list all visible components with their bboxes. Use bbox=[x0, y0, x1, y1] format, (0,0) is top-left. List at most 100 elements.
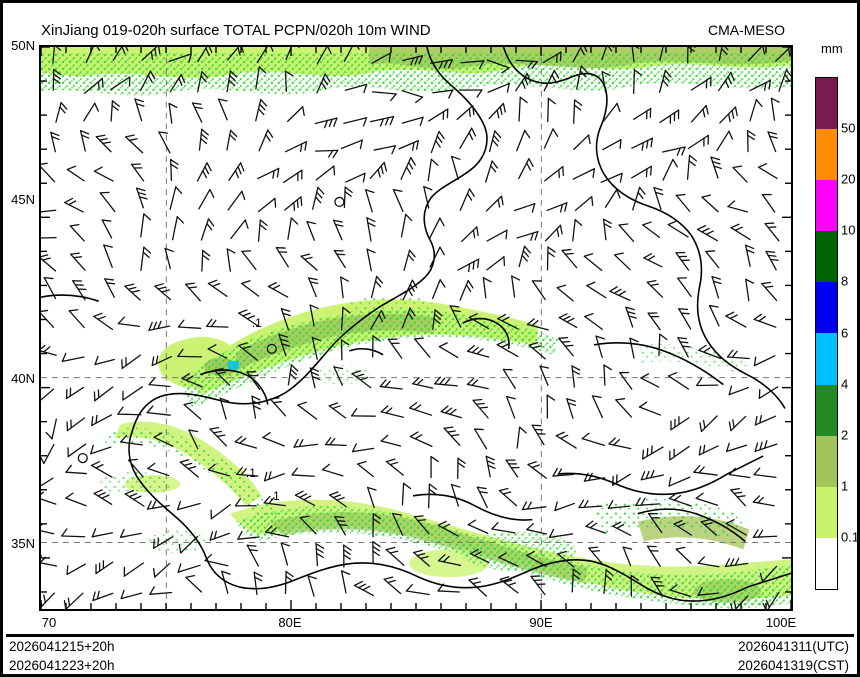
wind-barb-feather bbox=[328, 402, 339, 407]
colorbar-band-2-4 bbox=[816, 384, 837, 436]
wind-barb-feather bbox=[43, 277, 54, 280]
wind-barb bbox=[280, 308, 290, 331]
wind-barb bbox=[434, 383, 459, 387]
wind-barb bbox=[340, 139, 363, 150]
wind-barb bbox=[482, 277, 487, 299]
wind-barb bbox=[68, 310, 85, 329]
wind-barb-feather bbox=[155, 355, 159, 365]
wind-barb bbox=[603, 364, 606, 386]
wind-barb-feather bbox=[289, 373, 297, 380]
wind-barb-feather bbox=[362, 585, 371, 591]
wind-barb-feather bbox=[638, 186, 646, 195]
wind-barb bbox=[752, 535, 778, 538]
wind-barb bbox=[431, 279, 441, 300]
wind-barb bbox=[557, 553, 575, 568]
wind-barb bbox=[226, 248, 231, 272]
wind-barb bbox=[146, 504, 170, 510]
wind-barb bbox=[753, 474, 777, 478]
wind-barb-feather bbox=[491, 522, 499, 530]
wind-barb-feather bbox=[439, 377, 446, 385]
wind-barb bbox=[226, 129, 232, 151]
wind-barb-feather bbox=[181, 373, 190, 380]
wind-barb-feather bbox=[134, 98, 144, 103]
wind-barb bbox=[169, 186, 177, 210]
x-tick-80e: 80E bbox=[278, 615, 302, 630]
wind-barb-feather bbox=[372, 513, 382, 520]
wind-barb bbox=[700, 521, 718, 536]
wind-barb bbox=[148, 383, 171, 388]
wind-barb-feather bbox=[605, 569, 614, 577]
wind-barb-feather bbox=[640, 373, 650, 379]
wind-barb bbox=[333, 366, 343, 386]
wind-barb-feather bbox=[405, 213, 413, 222]
wind-barb bbox=[66, 168, 85, 182]
wind-barb-feather bbox=[521, 254, 528, 262]
wind-barb bbox=[228, 162, 242, 181]
wind-barb bbox=[459, 279, 469, 301]
wind-barb bbox=[170, 158, 173, 181]
wind-barb bbox=[392, 189, 404, 212]
wind-barb bbox=[176, 502, 201, 511]
wind-barb-feather bbox=[602, 218, 612, 224]
wind-barb bbox=[658, 333, 661, 357]
wind-barb-feather bbox=[52, 73, 61, 80]
wind-barb bbox=[668, 476, 691, 487]
wind-barb bbox=[643, 257, 663, 268]
wind-barb-feather bbox=[731, 350, 738, 358]
wind-barb bbox=[428, 108, 449, 122]
wind-barb bbox=[726, 356, 750, 360]
wind-barb-feather bbox=[43, 346, 51, 353]
colorbar-tick-2: 2 bbox=[841, 427, 849, 443]
wind-barb bbox=[498, 489, 518, 507]
wind-barb-feather bbox=[574, 99, 583, 106]
wind-barb-feather bbox=[380, 165, 384, 175]
wind-barb bbox=[124, 285, 141, 301]
wind-barb-feather bbox=[466, 377, 475, 386]
wind-barb-feather bbox=[229, 70, 238, 78]
wind-barb bbox=[640, 474, 664, 481]
colorbar[interactable] bbox=[815, 77, 838, 590]
wind-barb bbox=[427, 158, 432, 182]
wind-barb bbox=[686, 154, 691, 180]
wind-barb-feather bbox=[726, 349, 734, 358]
wind-barb bbox=[754, 415, 777, 426]
wind-barb bbox=[197, 71, 203, 93]
wind-barb-feather bbox=[616, 523, 625, 529]
wind-barb-feather bbox=[415, 139, 419, 150]
wind-barb-feather bbox=[561, 248, 572, 252]
wind-barb-feather bbox=[642, 221, 652, 226]
map-plot-area[interactable]: .1 .1 .1 bbox=[39, 45, 793, 611]
wind-barb-feather bbox=[278, 333, 289, 338]
wind-barb bbox=[365, 189, 373, 213]
wind-barb-feather bbox=[412, 377, 420, 385]
wind-barb-feather bbox=[91, 416, 94, 427]
wind-barb-feather bbox=[240, 468, 247, 476]
wind-barb bbox=[653, 186, 662, 211]
wind-barb-feather bbox=[238, 342, 248, 347]
wind-barb bbox=[432, 309, 436, 331]
wind-barb bbox=[561, 249, 578, 269]
wind-barb bbox=[749, 98, 758, 122]
wind-barb-feather bbox=[583, 47, 588, 53]
wind-barb bbox=[371, 52, 391, 64]
wind-barb-feather bbox=[531, 203, 536, 213]
wind-barb-feather bbox=[284, 70, 294, 77]
wind-barb-feather bbox=[559, 51, 562, 62]
wind-barb-feather bbox=[251, 395, 261, 401]
wind-barb bbox=[291, 474, 315, 477]
wind-barb bbox=[601, 71, 607, 93]
wind-barb-feather bbox=[619, 172, 623, 183]
wind-barb bbox=[41, 530, 55, 535]
wind-barb bbox=[586, 284, 607, 299]
wind-barb-feather bbox=[677, 522, 686, 528]
wind-barb-feather bbox=[725, 442, 730, 453]
wind-barb-feather bbox=[466, 193, 473, 201]
wind-barb-feather bbox=[764, 222, 775, 225]
wind-barb-feather bbox=[324, 73, 331, 83]
wind-barb-feather bbox=[747, 134, 755, 141]
wind-barb bbox=[459, 127, 473, 149]
wind-barb-feather bbox=[423, 185, 433, 191]
wind-barb bbox=[647, 312, 661, 331]
wind-barb-feather bbox=[60, 101, 68, 110]
wind-barb bbox=[345, 172, 366, 183]
